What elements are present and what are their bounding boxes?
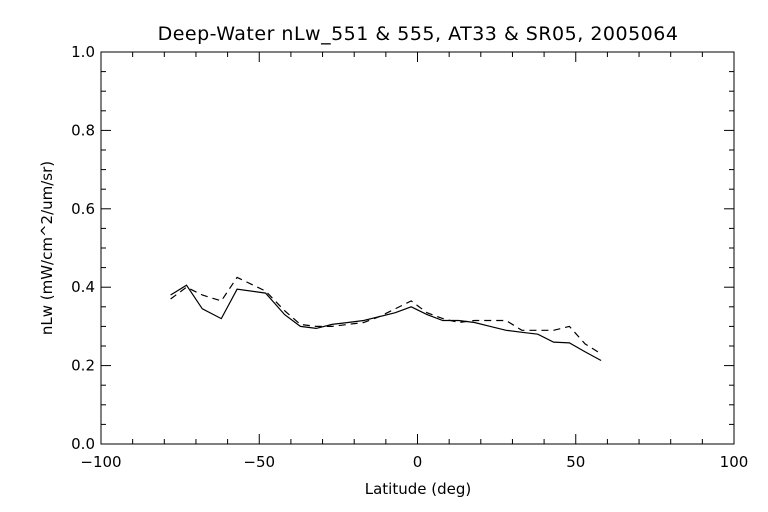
chart-title: Deep-Water nLw_551 & 555, AT33 & SR05, 2… (158, 23, 679, 45)
series-line-solid (170, 284, 602, 362)
y-tick-label: 0.8 (71, 121, 95, 139)
axis-ticks: −100 −50 0 50 100 0.0 0.2 0.4 0.6 0.8 1.0 (71, 43, 748, 471)
y-tick-label: 1.0 (71, 43, 95, 61)
x-axis-label: Latitude (deg) (365, 480, 471, 498)
y-tick-label: 0.2 (71, 357, 95, 375)
x-tick-label: −100 (80, 453, 121, 471)
y-axis-label: nLw (mW/cm^2/um/sr) (38, 161, 56, 335)
y-tick-label: 0.0 (71, 435, 95, 453)
series-lines (170, 276, 602, 362)
plot-frame (100, 51, 735, 445)
x-tick-label: 100 (720, 453, 749, 471)
x-tick-label: −50 (243, 453, 275, 471)
x-tick-label: 0 (413, 453, 423, 471)
series-line-dashed (170, 276, 602, 355)
y-tick-label: 0.4 (71, 278, 95, 296)
y-tick-label: 0.6 (71, 200, 95, 218)
x-tick-label: 50 (566, 453, 585, 471)
